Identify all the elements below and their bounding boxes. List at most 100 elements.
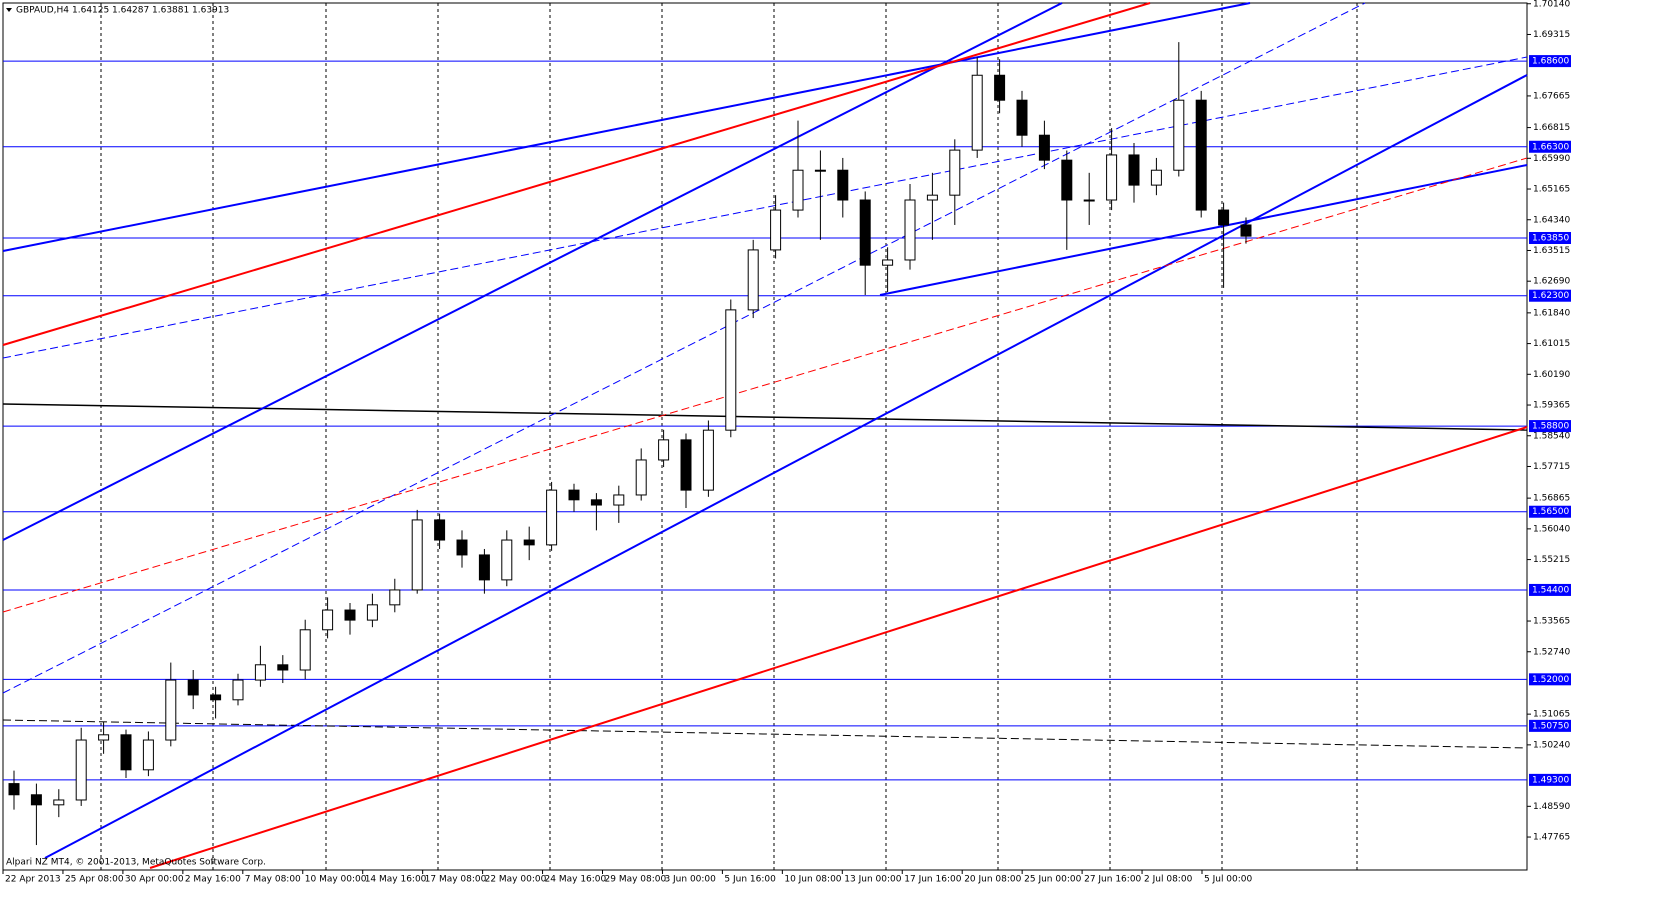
candle-body [478,554,490,581]
level-label: 1.49300 [1532,775,1569,785]
x-tick-label: 17 Jun 16:00 [904,875,961,885]
candle-body [882,259,894,266]
level-label-box [1529,673,1571,686]
y-tick-label: 1.61840 [1533,308,1570,318]
candle-body [1106,154,1118,201]
y-tick-label: 1.51065 [1533,710,1570,720]
candle-body [546,489,558,546]
candle-body [702,429,714,491]
y-tick-label: 1.48590 [1533,802,1570,812]
x-tick-label: 22 Apr 2013 [5,875,61,885]
menu-arrow[interactable] [6,8,12,12]
candle-body [770,209,782,251]
time-axis: 22 Apr 2013 25 Apr 08:00 30 Apr 00:00 2 May… [2,870,1253,885]
y-tick-label: 1.47765 [1533,833,1570,843]
candle-body [792,169,804,211]
levels [3,60,1527,781]
x-tick-label: 27 Jun 16:00 [1084,875,1141,885]
candle-body [523,539,535,546]
candle-body [277,664,289,671]
candle-body [456,539,468,556]
level-label: 1.63850 [1532,233,1569,243]
x-tick-label: 17 May 08:00 [425,875,487,885]
y-tick-label: 1.65990 [1533,154,1570,164]
quote-open: 1.64125 [72,6,109,16]
y-tick-label: 1.67665 [1533,91,1570,101]
candle-body [1150,169,1162,186]
candle-body [590,499,602,506]
y-tick-label: 1.52740 [1533,647,1570,657]
candle-body [389,589,401,606]
level-label-box [1529,231,1571,244]
x-tick-label: 22 May 00:00 [485,875,547,885]
x-tick-label: 29 May 08:00 [605,875,667,885]
candle-body [142,739,154,771]
candle-body [994,74,1006,101]
candle-body [680,439,692,491]
candle-body [8,783,20,796]
x-tick-label: 13 Jun 00:00 [844,875,901,885]
y-tick-label: 1.66815 [1533,123,1570,133]
x-tick-label: 24 May 16:00 [545,875,607,885]
candle-body [1038,134,1050,161]
candle-body [1240,224,1252,237]
y-tick-label: 1.50240 [1533,740,1570,750]
x-tick-label: 20 Jun 08:00 [964,875,1021,885]
y-tick-label: 1.56865 [1533,494,1570,504]
level-label-box [1529,289,1571,302]
candle-body [187,679,199,696]
y-tick-label: 1.64340 [1533,215,1570,225]
footer: Alpari NZ MT4, © 2001-2013, MetaQuotes S… [6,858,266,868]
candle-body [1173,99,1185,171]
y-tick-label: 1.57715 [1533,462,1570,472]
y-tick-label: 1.56040 [1533,524,1570,534]
candle-body [1083,199,1095,202]
y-tick-label: 1.55215 [1533,555,1570,565]
quote-high: 1.64287 [112,6,149,16]
candle-body [1061,159,1073,201]
candle-body [635,459,647,496]
candle-body [344,609,356,621]
y-tick-label: 1.70140 [1533,0,1570,9]
candle-body [837,169,849,201]
x-tick-label: 3 Jun 00:00 [664,875,716,885]
x-tick-label: 25 Jun 00:00 [1024,875,1081,885]
price-axis: 1.70140 1.69315 1.67665 1.66815 1.65990 1.651… [1527,0,1571,843]
x-tick-label: 25 Apr 08:00 [65,875,124,885]
quote-low: 1.63881 [152,6,189,16]
candle-body [411,519,423,591]
level-label-box [1529,140,1571,153]
level-label: 1.58800 [1532,422,1569,432]
candle-body [904,199,916,261]
y-tick-label: 1.60190 [1533,370,1570,380]
candle-body [568,489,580,501]
candle-body [98,734,110,741]
level-label: 1.62300 [1532,291,1569,301]
plot-frame [2,2,1528,871]
candle-body [1128,154,1140,186]
candle-body [613,494,625,506]
level-label: 1.56500 [1532,507,1569,517]
trend-lines [2,2,1528,869]
x-tick-label: 2 May 16:00 [185,875,241,885]
y-tick-label: 1.62690 [1533,277,1570,287]
level-label: 1.68600 [1532,57,1569,67]
candle-body [501,539,513,581]
candle-body [1195,99,1207,211]
candle-body [75,739,87,801]
level-label-box [1529,55,1571,68]
y-tick-label: 1.53565 [1533,617,1570,627]
x-tick-label: 5 Jun 16:00 [724,875,776,885]
candles [8,42,1252,846]
candle-body [232,679,244,701]
candle-body [322,609,334,631]
level-label: 1.54400 [1532,585,1569,595]
level-label: 1.66300 [1532,142,1569,152]
candle-body [1218,209,1230,226]
level-label-box [1529,583,1571,596]
y-tick-label: 1.63515 [1533,246,1570,256]
quote-close: 1.63913 [192,6,229,16]
candle-body [30,794,42,806]
level-label-box [1529,505,1571,518]
